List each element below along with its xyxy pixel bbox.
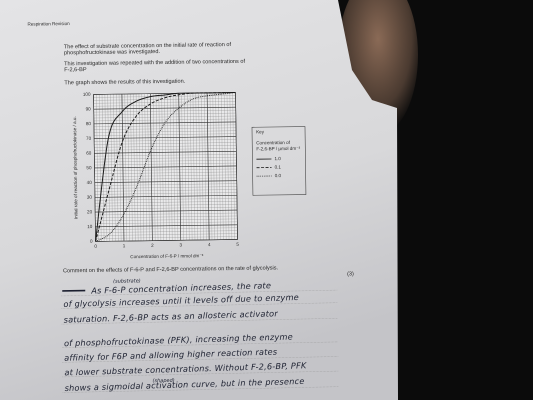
intro-line: The graph shows the results of this inve… xyxy=(64,79,185,87)
grid-line xyxy=(94,180,237,183)
minor-grid xyxy=(93,95,236,98)
minor-grid xyxy=(93,98,236,101)
curve xyxy=(95,91,236,242)
x-tick-label: 3 xyxy=(180,242,183,247)
minor-grid xyxy=(94,133,237,136)
header: Respiration Revision xyxy=(27,21,70,27)
x-tick-label: 5 xyxy=(236,242,239,247)
y-tick-label: 50 xyxy=(86,165,92,170)
y-tick-label: 80 xyxy=(86,121,92,126)
curve xyxy=(95,91,236,242)
intro-line: F-2,6-BP xyxy=(64,67,87,73)
key-label: 0.0 xyxy=(275,173,282,178)
y-tick-label: 10 xyxy=(87,224,93,229)
minor-grid xyxy=(95,207,238,210)
y-tick-label: 90 xyxy=(86,106,92,111)
minor-grid xyxy=(95,233,238,236)
grid-line xyxy=(94,195,237,198)
x-tick-label: 1 xyxy=(123,243,126,248)
minor-grid xyxy=(94,162,237,166)
minor-grid xyxy=(93,110,236,113)
minor-grid xyxy=(94,174,237,177)
grid-line xyxy=(94,136,237,139)
minor-grid xyxy=(95,227,238,230)
key-label: 0.1 xyxy=(275,165,282,170)
minor-grid xyxy=(93,112,236,116)
key-text: F-2,6-BP / µmol dm⁻³ xyxy=(256,146,300,152)
minor-grid xyxy=(94,145,237,148)
key-label: 1.0 xyxy=(274,156,281,161)
minor-grid xyxy=(95,218,238,222)
y-tick-label: 60 xyxy=(86,151,92,156)
minor-grid xyxy=(95,236,238,239)
minor-grid xyxy=(95,201,238,204)
minor-grid xyxy=(94,139,237,142)
question: Comment on the effects of F-6-P and F-2,… xyxy=(63,265,279,274)
x-axis-label: Concentration of F-6-P / mmol dm⁻³ xyxy=(130,253,204,259)
minor-grid xyxy=(94,148,237,151)
answer-rule xyxy=(61,302,338,309)
key-text: Concentration of xyxy=(256,140,290,145)
minor-grid xyxy=(94,159,237,163)
annotation: (shaped) xyxy=(152,378,174,384)
answer-rule xyxy=(61,318,338,325)
y-tick-label: 30 xyxy=(87,195,93,200)
y-tick-label: 40 xyxy=(87,180,93,185)
minor-grid xyxy=(94,142,237,145)
answer-rule xyxy=(62,386,339,393)
minor-grid xyxy=(94,171,237,174)
y-tick-label: 100 xyxy=(83,92,91,97)
minor-grid xyxy=(93,101,236,104)
intro-line: The effect of substrate concentration on… xyxy=(64,42,232,50)
y-tick-label: 70 xyxy=(86,136,92,141)
minor-grid xyxy=(94,189,237,192)
minor-grid xyxy=(95,204,238,207)
intro-line: phosphofructokinase was investigated. xyxy=(64,49,161,56)
minor-grid xyxy=(94,157,237,160)
minor-grid xyxy=(94,198,237,201)
minor-grid xyxy=(94,186,237,189)
grid-line xyxy=(93,106,236,110)
y-tick-label: 0 xyxy=(90,239,93,244)
intro-line: This investigation was repeated with the… xyxy=(64,59,245,68)
minor-grid xyxy=(95,212,238,216)
x-tick-label: 2 xyxy=(151,243,154,248)
grid-line xyxy=(95,239,238,242)
answer-rule xyxy=(62,356,339,363)
grid-line xyxy=(94,165,237,169)
minor-grid xyxy=(95,215,238,219)
y-tick-label: 20 xyxy=(87,209,93,214)
minor-grid xyxy=(95,221,238,224)
minor-grid xyxy=(94,130,237,133)
marks: (3) xyxy=(347,271,354,277)
grid-line xyxy=(95,209,238,213)
key-title: Key xyxy=(256,129,265,134)
annotation: (substrate) xyxy=(113,278,141,284)
grid-line xyxy=(94,150,237,154)
minor-grid xyxy=(94,127,236,130)
answer-rule xyxy=(62,341,338,348)
minor-grid xyxy=(93,118,236,122)
minor-grid xyxy=(94,177,237,180)
grid-line xyxy=(95,224,238,228)
minor-grid xyxy=(94,168,237,172)
y-axis-label: Initial rate of reaction of phosphofruct… xyxy=(72,116,78,219)
minor-grid xyxy=(93,115,236,119)
minor-grid xyxy=(95,230,238,233)
minor-grid xyxy=(93,124,236,127)
key-box xyxy=(251,126,307,196)
minor-grid xyxy=(94,192,237,195)
minor-grid xyxy=(94,183,237,186)
minor-grid xyxy=(93,104,236,107)
x-tick-label: 4 xyxy=(208,242,211,247)
x-tick-label: 0 xyxy=(94,244,97,249)
answer-rule xyxy=(62,370,339,378)
answer-rule xyxy=(61,289,338,297)
